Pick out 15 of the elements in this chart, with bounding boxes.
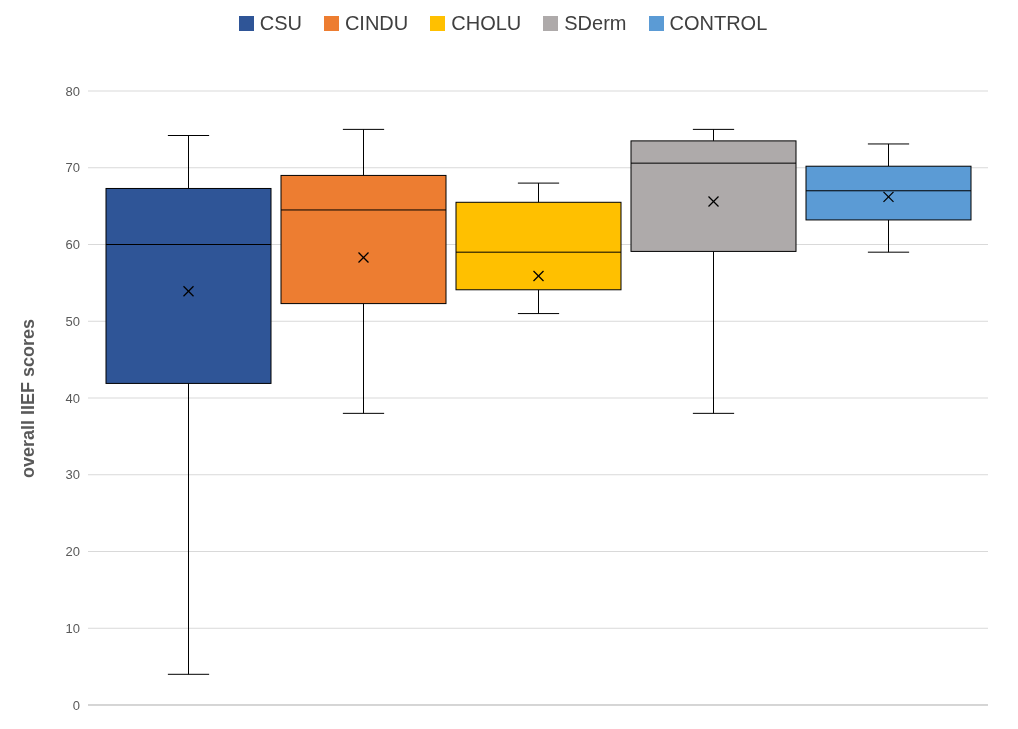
legend-label: CONTROL bbox=[669, 12, 768, 35]
y-tick-label: 20 bbox=[65, 544, 80, 560]
y-tick-label: 50 bbox=[65, 313, 80, 329]
legend-label: CINDU bbox=[344, 12, 409, 35]
y-tick-label: 70 bbox=[65, 160, 80, 176]
y-tick-label: 80 bbox=[65, 83, 80, 99]
y-tick-label: 30 bbox=[65, 467, 80, 483]
y-tick-label: 40 bbox=[65, 390, 80, 406]
y-tick-label: 0 bbox=[72, 697, 80, 713]
legend-label: CHOLU bbox=[451, 12, 522, 35]
legend-label: CSU bbox=[259, 12, 302, 35]
y-axis-title: overall IIEF scores bbox=[18, 318, 39, 478]
y-tick-label: 60 bbox=[65, 237, 80, 253]
y-tick-label: 10 bbox=[65, 620, 80, 636]
legend-label: SDerm bbox=[564, 12, 627, 35]
